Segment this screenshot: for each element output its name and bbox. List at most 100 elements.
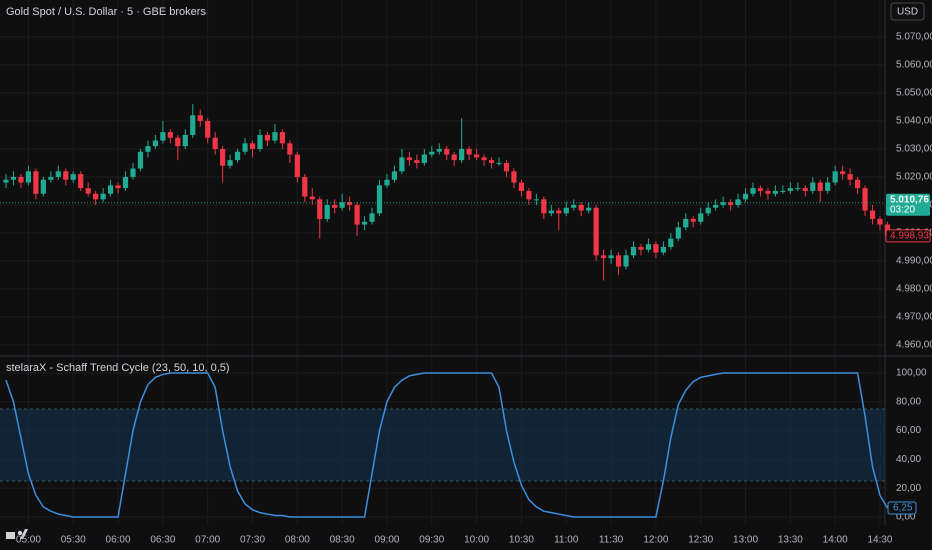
candle-body [242,143,248,152]
x-tick-label: 10:00 [464,535,489,546]
y-tick-label: 20,00 [896,483,921,494]
candle-body [780,190,786,192]
candle-body [406,157,412,161]
y-tick-label: 4.970,00 [896,312,932,323]
candle-body [810,182,816,191]
candle-body [563,207,569,214]
candle-body [339,202,345,208]
candle-body [481,157,487,161]
candle-body [623,255,629,267]
candle-body [212,137,218,149]
candle-body [279,132,285,144]
candle-body [70,174,76,180]
candle-body [182,134,188,147]
y-tick-label: 4.990,00 [896,256,932,267]
candle-body [414,160,420,163]
candle-body [309,196,315,200]
candle-body [556,210,562,214]
candle-body [601,255,607,259]
candle-body [175,137,181,147]
price-tag [886,193,930,216]
currency-button[interactable] [890,2,925,21]
candle-body [369,213,375,222]
candle-body [354,204,360,225]
candle-body [698,213,704,222]
candle-body [25,171,32,183]
candle-body [376,185,383,214]
stc-line [5,372,889,518]
candle-body [533,199,539,201]
candle-body [48,176,54,180]
candle-body [145,146,151,152]
candle-body [802,188,808,191]
candle-body [451,154,457,161]
last-value-tag [887,501,917,515]
candle-body [869,210,876,219]
candle-body [735,199,741,205]
y-tick-label: 100,00 [896,368,927,379]
candle-body [429,151,435,155]
candle-body [3,179,9,183]
price-countdown: 03:20 [890,204,915,215]
y-tick-label: 4.980,00 [896,284,932,295]
candle-body [593,207,599,256]
x-tick-label: 14:30 [867,535,892,546]
candle-body [197,115,203,121]
candle-body [33,171,39,194]
candle-body [787,188,793,191]
candle-body [720,202,726,205]
candle-body [324,204,330,219]
candle-body [227,160,233,166]
candle-body [526,190,532,200]
candle-body [645,244,652,250]
x-tick-label: 05:00 [16,535,41,546]
candle-body [840,171,846,175]
y-tick-label: 5.050,00 [896,88,932,99]
x-tick-label: 08:00 [285,535,310,546]
candle-body [421,154,427,163]
candle-body [78,174,84,189]
candle-body [249,143,256,149]
currency-label[interactable]: USD [897,7,918,18]
x-tick-label: 07:30 [240,535,265,546]
candle-body [317,199,323,219]
x-tick-label: 12:00 [643,535,668,546]
candle-body [668,238,674,247]
candle-body [205,120,211,138]
y-tick-label: 0,00 [896,512,916,523]
candle-body [10,176,17,180]
candle-body [302,176,308,197]
candle-body [347,202,353,205]
candle-body [294,154,300,177]
candle-body [795,188,801,190]
candle-body [474,154,480,158]
candle-body [683,218,689,228]
candle-body [18,176,24,183]
candle-body [40,179,46,194]
candle-body [690,218,696,222]
candle-body [660,246,666,253]
candle-body [384,179,390,186]
candle-body [107,185,114,194]
x-tick-label: 11:00 [554,535,579,546]
candle-body [518,182,525,191]
y-tick-label: 5.030,00 [896,144,932,155]
x-tick-label: 06:30 [150,535,175,546]
logo [6,529,28,539]
x-tick-label: 11:30 [599,535,624,546]
x-tick-label: 10:30 [509,535,534,546]
last-price-label: 4.998,93 [890,231,929,242]
candle-body [548,210,554,214]
candle-body [586,207,592,211]
y-tick-label: 5.070,00 [896,32,932,43]
candle-body [496,162,502,164]
candle-body [638,246,644,250]
candle-body [608,255,614,259]
candle-body [130,168,136,177]
y-tick-label: 80,00 [896,396,921,407]
x-tick-label: 13:00 [733,535,758,546]
candle-body [503,162,510,172]
candle-body [220,148,226,166]
candle-body [578,204,584,211]
